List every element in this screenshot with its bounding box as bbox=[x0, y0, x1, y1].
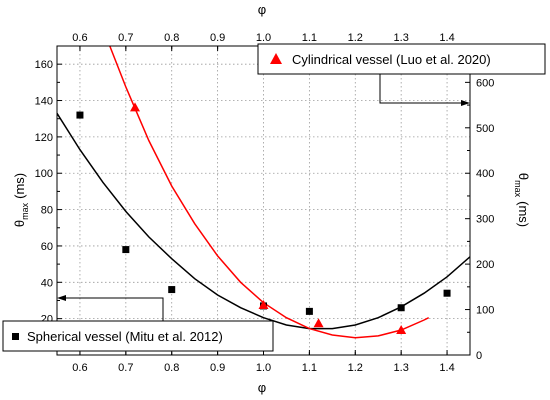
grid-lines bbox=[57, 46, 470, 355]
spherical-data-point bbox=[443, 289, 451, 297]
fit-curves bbox=[57, 46, 470, 339]
legend-spherical-box bbox=[2, 320, 274, 352]
y-left-tick-label: 80 bbox=[41, 205, 53, 217]
x-top-tick-label: 1.1 bbox=[302, 32, 317, 44]
y-left-label-unit: (ms) bbox=[12, 173, 27, 199]
y-left-tick-label: 40 bbox=[41, 277, 53, 289]
y-right-tick-label: 300 bbox=[476, 214, 494, 226]
cylindrical-data-point bbox=[258, 300, 269, 310]
y-right-tick-label: 600 bbox=[476, 77, 494, 89]
y-right-label-unit: (ms) bbox=[516, 201, 531, 227]
spherical-data-point bbox=[168, 286, 176, 294]
cylindrical-data-point bbox=[396, 325, 407, 335]
legend-cylindrical-box bbox=[257, 43, 546, 75]
y-right-tick-label: 500 bbox=[476, 123, 494, 135]
y-left-label-sub: max bbox=[20, 202, 30, 220]
legend-cylindrical-label: Cylindrical vessel (Luo et al. 2020) bbox=[292, 52, 491, 67]
y-right-tick-label: 400 bbox=[476, 168, 494, 180]
spherical-data-point bbox=[305, 307, 313, 315]
y-left-tick-label: 140 bbox=[35, 96, 53, 108]
legend-spherical: Spherical vessel (Mitu et al. 2012) bbox=[2, 320, 274, 352]
x-top-tick-label: 0.7 bbox=[118, 32, 133, 44]
x-tick-label: 0.9 bbox=[210, 362, 225, 374]
x-axis-bottom-label: φ bbox=[258, 380, 266, 395]
y-right-tick-label: 0 bbox=[476, 350, 482, 362]
x-tick-label: 0.7 bbox=[118, 362, 133, 374]
y-left-tick-label: 100 bbox=[35, 168, 53, 180]
y-right-label-sub: max bbox=[513, 180, 523, 198]
x-top-tick-label: 0.8 bbox=[164, 32, 179, 44]
y-right-tick-label: 200 bbox=[476, 259, 494, 271]
x-tick-label: 1.1 bbox=[302, 362, 317, 374]
y-right-label-main: θ bbox=[516, 173, 531, 180]
spherical-data-point bbox=[122, 246, 130, 254]
legend-right-axis-pointer bbox=[379, 74, 470, 106]
legend-square-marker bbox=[12, 333, 19, 340]
x-top-tick-label: 0.9 bbox=[210, 32, 225, 44]
svg-text:θmax(ms): θmax (ms) bbox=[12, 173, 30, 227]
cylindrical-data-point bbox=[130, 102, 141, 112]
x-tick-label: 0.6 bbox=[72, 362, 87, 374]
fit-curve-cylindrical bbox=[109, 46, 430, 339]
legend-triangle-marker bbox=[270, 53, 282, 64]
x-top-tick-label: 1.2 bbox=[348, 32, 363, 44]
x-tick-label: 1.4 bbox=[439, 362, 454, 374]
legend-cylindrical: Cylindrical vessel (Luo et al. 2020) bbox=[257, 43, 546, 75]
x-top-tick-label: 0.6 bbox=[72, 32, 87, 44]
y-left-label-main: θ bbox=[12, 220, 27, 227]
spherical-data-point bbox=[397, 304, 405, 312]
cylindrical-data-point bbox=[313, 318, 324, 328]
y-axis-right-title: θmax (ms) bbox=[513, 173, 531, 227]
x-top-tick-label: 1.3 bbox=[394, 32, 409, 44]
x-tick-label: 1.2 bbox=[348, 362, 363, 374]
data-points bbox=[76, 102, 451, 335]
x-tick-label: 0.8 bbox=[164, 362, 179, 374]
x-axis-top-label: φ bbox=[258, 2, 266, 17]
fit-curve-spherical bbox=[57, 112, 470, 330]
y-left-tick-label: 160 bbox=[35, 59, 53, 71]
y-right-tick-label: 100 bbox=[476, 305, 494, 317]
legend-left-axis-pointer bbox=[57, 295, 164, 321]
spherical-data-point bbox=[76, 111, 84, 119]
x-top-tick-label: 1.4 bbox=[439, 32, 454, 44]
y-left-tick-label: 120 bbox=[35, 132, 53, 144]
x-top-tick-label: 1.0 bbox=[256, 32, 271, 44]
x-tick-label: 1.0 bbox=[256, 362, 271, 374]
legend-spherical-label: Spherical vessel (Mitu et al. 2012) bbox=[27, 329, 223, 344]
x-tick-label: 1.3 bbox=[394, 362, 409, 374]
axis-ticks: 0.6 0.6 0.7 0.7 0.8 0.8 0.9 0.9 1.0 1.0 1.1 1.1 1.2 1… bbox=[35, 32, 495, 374]
y-left-tick-label: 60 bbox=[41, 241, 53, 253]
y-axis-left-title: θmax (ms) bbox=[12, 173, 30, 227]
svg-text:θmax(ms): θmax (ms) bbox=[513, 173, 531, 227]
